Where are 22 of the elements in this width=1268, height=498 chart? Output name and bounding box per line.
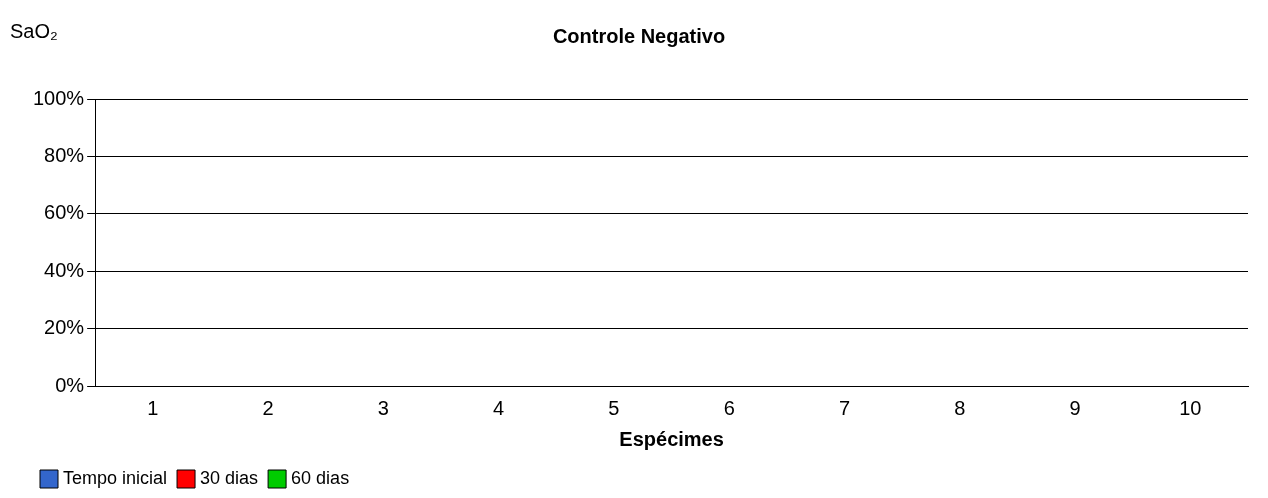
legend-label: 60 dias (291, 467, 350, 488)
x-tick-label: 2 (262, 396, 274, 419)
x-tick-label: 5 (608, 396, 620, 419)
y-tick-label: 60% (44, 201, 85, 224)
x-tick-label: 8 (954, 396, 966, 419)
y-axis-title: SaO₂ (10, 20, 58, 43)
y-tick-label: 0% (55, 373, 85, 396)
x-tick-label: 6 (723, 396, 735, 419)
legend-label: Tempo inicial (63, 467, 168, 488)
y-tick-label: 20% (44, 316, 85, 339)
x-tick-label: 3 (377, 396, 389, 419)
x-axis-title: Espécimes (619, 427, 724, 450)
x-tick-label: 9 (1069, 396, 1081, 419)
legend-label: 30 dias (200, 467, 259, 488)
x-tick-label: 4 (493, 396, 505, 419)
x-tick-label: 7 (838, 396, 851, 419)
x-tick-label: 1 (147, 396, 159, 419)
y-tick-label: 40% (44, 258, 85, 281)
y-tick-label: 100% (33, 86, 85, 109)
y-tick-label: 80% (44, 143, 85, 166)
x-tick-label: 10 (1179, 396, 1202, 419)
chart-title: Controle Negativo (552, 24, 726, 47)
